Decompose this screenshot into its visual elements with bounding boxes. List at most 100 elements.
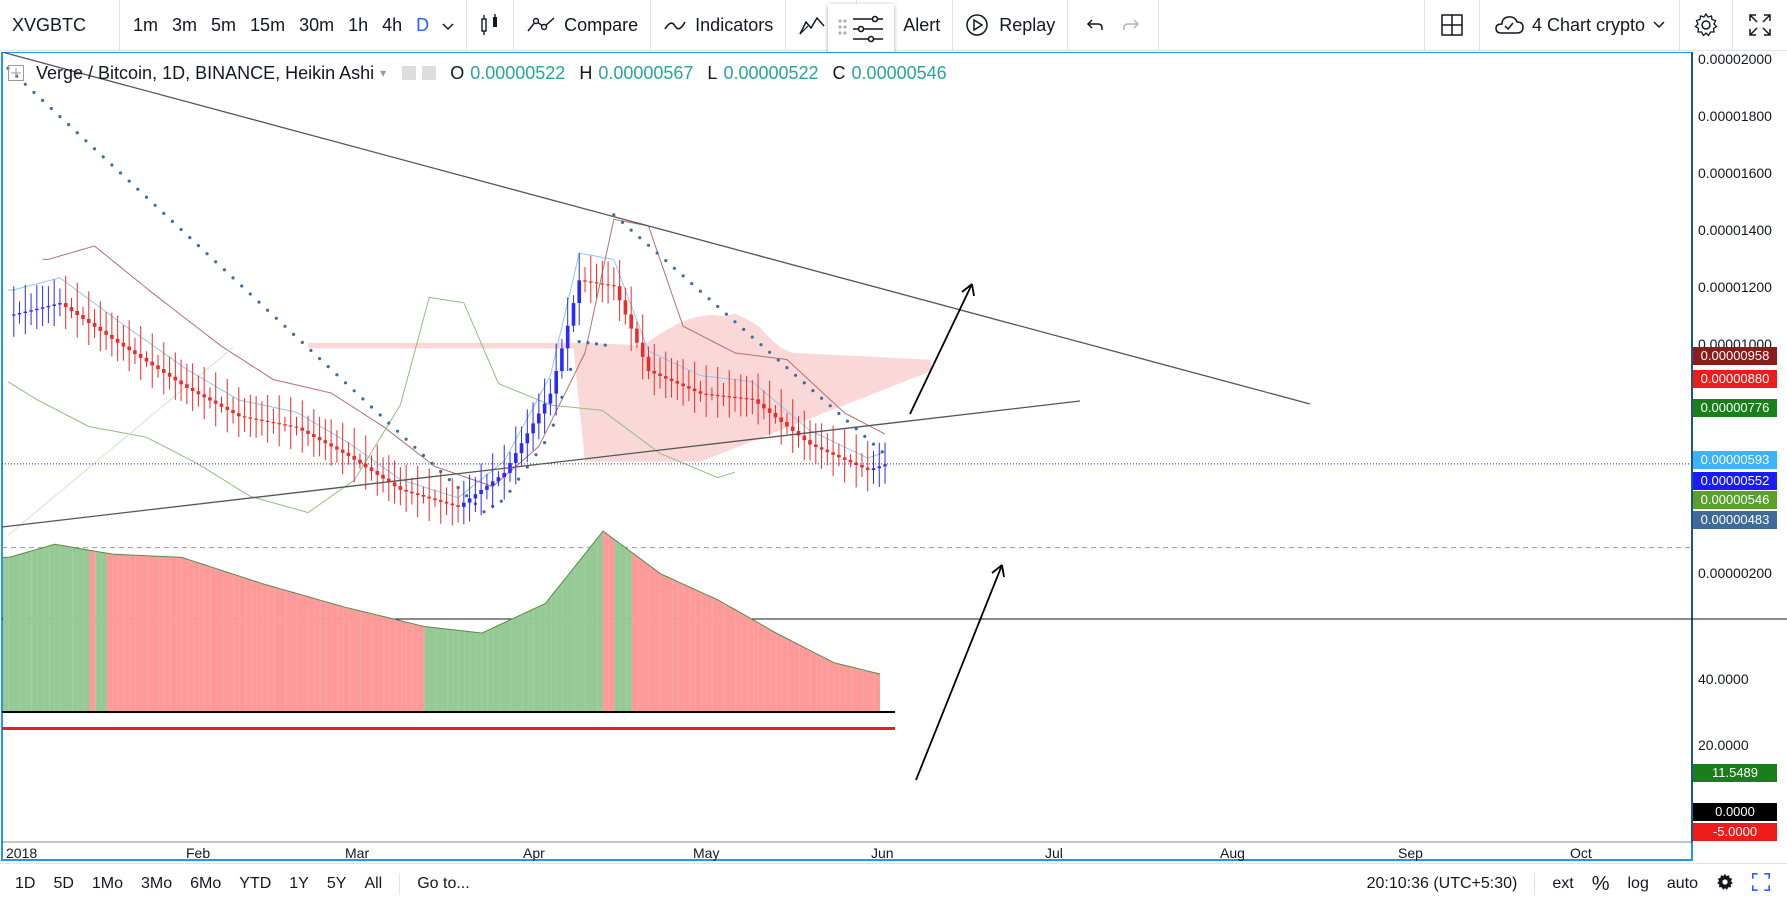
sar-dot [240, 284, 244, 288]
alert-label: Alert [903, 14, 941, 35]
candle-body [669, 378, 674, 382]
range-ytd[interactable]: YTD [239, 875, 272, 892]
sar-dot [655, 251, 659, 255]
undo-icon[interactable] [1086, 18, 1104, 32]
osc-bar [210, 566, 217, 712]
percent-toggle[interactable]: % [1591, 872, 1610, 895]
candle-body [179, 380, 183, 385]
osc-bar [781, 636, 788, 712]
sar-dot [776, 358, 780, 362]
redo-icon[interactable] [1122, 18, 1140, 32]
visibility-icon[interactable] [402, 66, 417, 80]
osc-bar [481, 630, 488, 712]
chart-canvas[interactable] [0, 52, 1787, 862]
legend-l-label: L [707, 62, 718, 83]
indicators-button[interactable]: Indicators [651, 0, 787, 50]
candle-body [248, 417, 253, 419]
candle-body [744, 398, 749, 400]
range-6mo[interactable]: 6Mo [190, 875, 222, 892]
sar-dot [58, 115, 62, 119]
interval-1h[interactable]: 1h [348, 14, 369, 35]
osc-bar [187, 559, 194, 712]
osc-bar [476, 632, 482, 712]
candle-body [121, 342, 126, 347]
sar-dot [742, 327, 746, 331]
sar-dot [205, 252, 209, 256]
goto-button[interactable]: Go to... [417, 875, 470, 892]
range-1mo[interactable]: 1Mo [91, 875, 124, 892]
range-1y[interactable]: 1Y [289, 875, 309, 892]
gear-icon[interactable] [1707, 873, 1743, 896]
interval-5m[interactable]: 5m [211, 14, 237, 35]
layout-button[interactable] [1423, 0, 1480, 50]
ext-toggle[interactable]: ext [1552, 875, 1574, 892]
osc-bar [383, 616, 390, 712]
osc-bar [874, 672, 880, 712]
interval-1m[interactable]: 1m [133, 14, 159, 35]
osc-bar [741, 613, 748, 712]
layout-name: 4 Chart crypto [1531, 14, 1645, 35]
osc-bar [331, 603, 338, 712]
fullscreen-button[interactable] [1733, 0, 1787, 50]
range-all[interactable]: All [364, 875, 383, 892]
fullscreen-icon[interactable] [1743, 872, 1779, 896]
osc-bar [770, 629, 777, 712]
osc-bar [706, 594, 713, 712]
sar-dot [343, 381, 348, 385]
osc-bar [239, 576, 246, 712]
candle-body [415, 493, 420, 495]
candle-body [462, 502, 466, 507]
auto-toggle[interactable]: auto [1666, 875, 1698, 892]
osc-bar [418, 625, 425, 712]
range-5y[interactable]: 5Y [326, 875, 347, 892]
sar-dot [638, 236, 642, 240]
settings-small-icon[interactable] [422, 66, 437, 80]
osc-bar [655, 569, 661, 712]
clock[interactable]: 20:10:36 (UTC+5:30) [1366, 875, 1518, 892]
candle-body [306, 430, 310, 434]
interval-15m[interactable]: 15m [250, 14, 286, 35]
ichimoku-cloud [308, 313, 932, 462]
drag-handle-icon[interactable] [831, 7, 891, 51]
sar-dot [326, 365, 330, 369]
compare-button[interactable]: Compare [514, 0, 652, 50]
price-tick: 0.00001800 [1698, 108, 1772, 124]
interval-d[interactable]: D [416, 14, 430, 35]
candle-body [312, 433, 316, 437]
templates-button[interactable]: s [786, 0, 895, 54]
osc-bar [158, 556, 165, 712]
interval-3m[interactable]: 3m [172, 14, 198, 35]
range-3mo[interactable]: 3Mo [141, 875, 173, 892]
interval-4h[interactable]: 4h [382, 14, 403, 35]
settings-button[interactable] [1680, 0, 1733, 50]
osc-bar [337, 605, 344, 712]
candle-body [162, 369, 166, 373]
candle-body [190, 388, 195, 392]
osc-bar [857, 668, 863, 712]
candle-body [652, 371, 656, 374]
sar-dot [586, 341, 590, 345]
replay-button[interactable]: Replay [953, 0, 1069, 50]
legend-menu-icon[interactable] [8, 65, 24, 81]
save-layout-button[interactable]: 4 Chart crypto [1480, 0, 1680, 50]
log-toggle[interactable]: log [1627, 875, 1649, 892]
sar-dot [179, 227, 183, 232]
arrow-head [991, 564, 1005, 578]
sar-dot [577, 340, 581, 344]
candle-body [81, 315, 85, 319]
interval-30m[interactable]: 30m [299, 14, 335, 35]
drag-overlay[interactable] [828, 4, 895, 54]
sar-dot [871, 442, 876, 446]
candle-body [519, 443, 524, 454]
indicators-icon [663, 17, 687, 33]
chevron-down-icon[interactable] [436, 15, 460, 36]
osc-bar [816, 653, 823, 712]
symbol-search[interactable]: XVGBTC [0, 0, 120, 50]
time-tick: Mar [345, 845, 370, 861]
chevron-down-icon[interactable]: ▾ [380, 66, 387, 80]
indicators-label: Indicators [695, 14, 774, 35]
candle-body [837, 454, 841, 458]
range-1d[interactable]: 1D [15, 875, 36, 892]
range-5d[interactable]: 5D [53, 875, 74, 892]
chart-type-button[interactable] [467, 0, 515, 50]
